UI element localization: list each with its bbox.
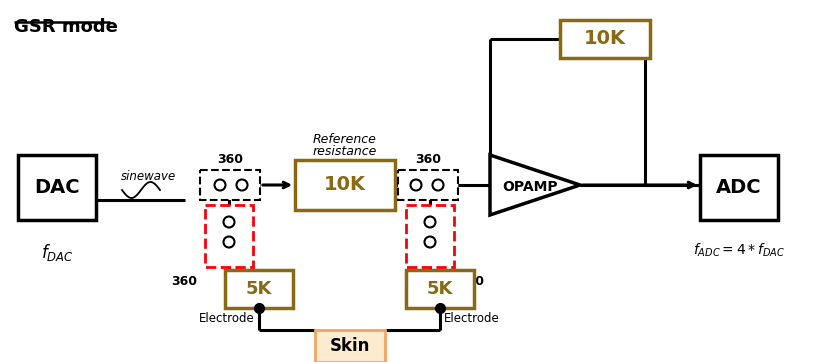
Circle shape	[424, 236, 435, 248]
Text: 10K: 10K	[324, 176, 365, 194]
Text: Skin: Skin	[329, 337, 370, 355]
Bar	[699, 155, 777, 220]
Text: sinewave: sinewave	[120, 169, 176, 182]
Circle shape	[223, 236, 234, 248]
Text: GSR mode: GSR mode	[14, 18, 118, 36]
Bar	[200, 170, 260, 200]
Bar	[405, 270, 473, 308]
Text: DAC: DAC	[34, 178, 79, 197]
Circle shape	[424, 216, 435, 227]
Text: Reference: Reference	[313, 133, 376, 146]
Circle shape	[214, 180, 225, 190]
Text: $f_{DAC}$: $f_{DAC}$	[40, 242, 74, 263]
Text: resistance: resistance	[313, 145, 377, 158]
Text: 360: 360	[217, 153, 242, 166]
Bar	[225, 270, 293, 308]
Circle shape	[237, 180, 247, 190]
Bar	[559, 20, 650, 58]
Bar	[405, 205, 453, 267]
Bar	[18, 155, 96, 220]
Text: 360: 360	[457, 275, 483, 288]
Text: ADC: ADC	[716, 178, 761, 197]
Text: 360: 360	[415, 153, 441, 166]
Bar	[398, 170, 457, 200]
Text: 5K: 5K	[426, 280, 452, 298]
Polygon shape	[489, 155, 579, 215]
Text: Electrode: Electrode	[443, 312, 499, 325]
Text: 5K: 5K	[246, 280, 272, 298]
Circle shape	[223, 216, 234, 227]
Text: 360: 360	[171, 275, 196, 288]
Text: 10K: 10K	[584, 29, 625, 49]
Text: Electrode: Electrode	[199, 312, 255, 325]
Text: OPAMP: OPAMP	[502, 180, 557, 194]
Circle shape	[432, 180, 443, 190]
Bar	[205, 205, 252, 267]
Bar	[314, 330, 385, 362]
Circle shape	[410, 180, 421, 190]
Text: $f_{ADC} = 4 * f_{DAC}$: $f_{ADC} = 4 * f_{DAC}$	[692, 242, 784, 260]
Bar	[294, 160, 395, 210]
